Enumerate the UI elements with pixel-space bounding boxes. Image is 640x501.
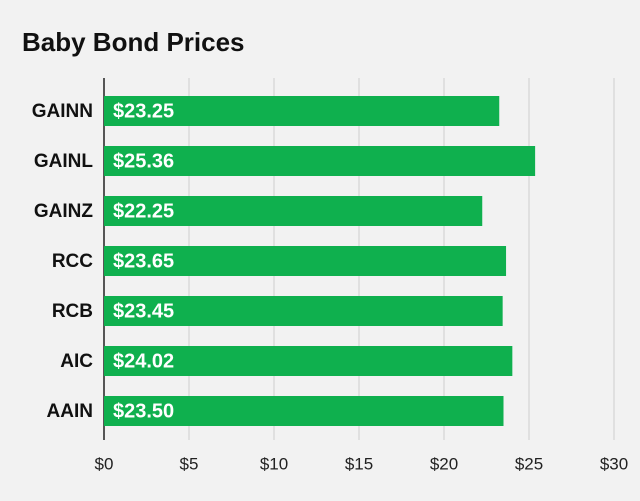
x-tick-label: $0	[95, 454, 114, 473]
value-label: $23.50	[113, 400, 174, 422]
value-label: $25.36	[113, 150, 174, 172]
x-tick-label: $20	[430, 454, 458, 473]
x-tick-label: $15	[345, 454, 373, 473]
bar	[104, 196, 483, 226]
value-label: $24.02	[113, 350, 174, 372]
bar	[104, 146, 536, 176]
x-tick-label: $25	[515, 454, 543, 473]
y-tick-label: RCC	[52, 251, 93, 272]
x-tick-label: $30	[600, 454, 628, 473]
y-tick-label: GAINN	[32, 101, 93, 122]
y-tick-label: AAIN	[47, 401, 93, 422]
y-tick-label: RCB	[52, 301, 93, 322]
x-tick-label: $5	[180, 454, 199, 473]
value-label: $23.25	[113, 100, 174, 122]
bar	[104, 96, 500, 126]
x-tick-label: $10	[260, 454, 288, 473]
y-tick-label: AIC	[60, 351, 93, 372]
y-tick-label: GAINL	[34, 151, 94, 172]
value-label: $22.25	[113, 200, 174, 222]
value-label: $23.45	[113, 300, 174, 322]
chart-title: Baby Bond Prices	[22, 27, 245, 57]
bar	[104, 346, 513, 376]
y-tick-label: GAINZ	[34, 201, 94, 222]
bar	[104, 396, 504, 426]
bar	[104, 296, 503, 326]
value-label: $23.65	[113, 250, 174, 272]
bar	[104, 246, 507, 276]
